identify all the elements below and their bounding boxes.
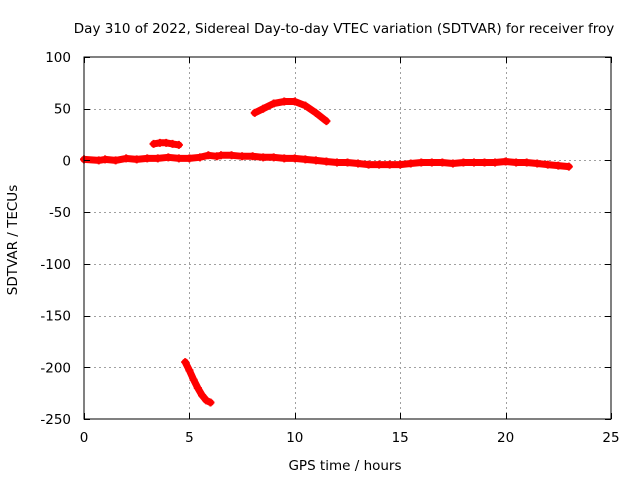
data-point — [533, 159, 542, 168]
data-point — [322, 117, 331, 126]
data-point — [168, 139, 177, 148]
data-point — [227, 151, 236, 160]
data-point — [564, 162, 573, 171]
data-point — [94, 156, 103, 165]
data-point — [322, 157, 331, 166]
data-point — [512, 158, 521, 167]
data-point — [204, 151, 213, 160]
axis-ticks — [84, 57, 612, 420]
data-point — [554, 161, 563, 170]
data-point — [301, 101, 310, 110]
data-point — [364, 160, 373, 169]
y-tick-label: 100 — [45, 50, 71, 66]
data-point — [162, 138, 171, 147]
data-point — [269, 99, 278, 108]
data-point — [375, 160, 384, 169]
data-point — [280, 97, 289, 106]
grid-lines — [84, 57, 611, 419]
data-point — [343, 158, 352, 167]
data-point — [250, 108, 259, 117]
series-main — [80, 151, 573, 171]
data-point — [522, 158, 531, 167]
data-point — [212, 152, 221, 161]
data-point — [206, 398, 215, 407]
data-point — [248, 152, 257, 161]
y-tick-label: -200 — [40, 360, 71, 376]
data-point — [122, 154, 131, 163]
data-point — [459, 158, 468, 167]
y-tick-label: 50 — [54, 102, 71, 118]
x-axis-label: GPS time / hours — [288, 458, 401, 474]
data-point — [280, 154, 289, 163]
data-point — [164, 153, 173, 162]
data-point — [311, 108, 320, 117]
data-point — [174, 154, 183, 163]
series-arc-peak — [250, 97, 331, 126]
data-point — [469, 158, 478, 167]
data-point — [311, 156, 320, 165]
data-point — [448, 159, 457, 168]
data-point — [438, 158, 447, 167]
data-point — [174, 140, 183, 149]
data-point — [301, 155, 310, 164]
x-tick-label: 10 — [286, 430, 303, 446]
data-point — [143, 154, 152, 163]
data-point — [417, 158, 426, 167]
data-point — [181, 358, 190, 367]
data-point — [101, 155, 110, 164]
data-point — [202, 396, 211, 405]
data-point — [480, 158, 489, 167]
data-point — [427, 158, 436, 167]
data-point — [354, 159, 363, 168]
x-tick-label: 20 — [497, 430, 514, 446]
data-point — [269, 153, 278, 162]
y-tick-label: -150 — [40, 309, 71, 325]
data-point — [543, 160, 552, 169]
data-point — [406, 159, 415, 168]
data-point — [198, 391, 207, 400]
y-tick-label: -100 — [40, 257, 71, 273]
data-point — [111, 156, 120, 165]
data-point — [290, 154, 299, 163]
data-point — [189, 375, 198, 384]
x-tick-label: 15 — [392, 430, 409, 446]
data-series — [80, 97, 573, 407]
data-point — [185, 154, 194, 163]
x-tick-label: 5 — [185, 430, 194, 446]
data-point — [491, 158, 500, 167]
data-point — [385, 160, 394, 169]
y-axis-label: SDTVAR / TECUs — [5, 185, 21, 295]
series-arc-near-4h — [149, 138, 183, 149]
data-point — [132, 155, 141, 164]
data-point — [396, 160, 405, 169]
data-point — [259, 153, 268, 162]
data-point — [185, 366, 194, 375]
data-point — [259, 104, 268, 113]
data-point — [501, 157, 510, 166]
data-point — [149, 139, 158, 148]
axis-tick-labels: 0 5 10 15 20 25 100 50 0 -50 -100 -150 -200 -250 — [40, 50, 619, 446]
data-point — [217, 151, 226, 160]
data-point — [290, 97, 299, 106]
y-tick-label: 0 — [62, 153, 71, 169]
data-point — [238, 152, 247, 161]
y-tick-label: -50 — [49, 205, 71, 221]
chart-title: Day 310 of 2022, Sidereal Day-to-day VTE… — [74, 21, 614, 37]
data-point — [195, 153, 204, 162]
series-arc-dip — [181, 358, 215, 407]
plot-frame — [83, 56, 612, 420]
data-point — [153, 154, 162, 163]
y-tick-label: -250 — [40, 412, 71, 428]
data-point — [332, 158, 341, 167]
x-tick-label: 0 — [80, 430, 89, 446]
data-point — [193, 383, 202, 392]
x-tick-label: 25 — [602, 430, 619, 446]
